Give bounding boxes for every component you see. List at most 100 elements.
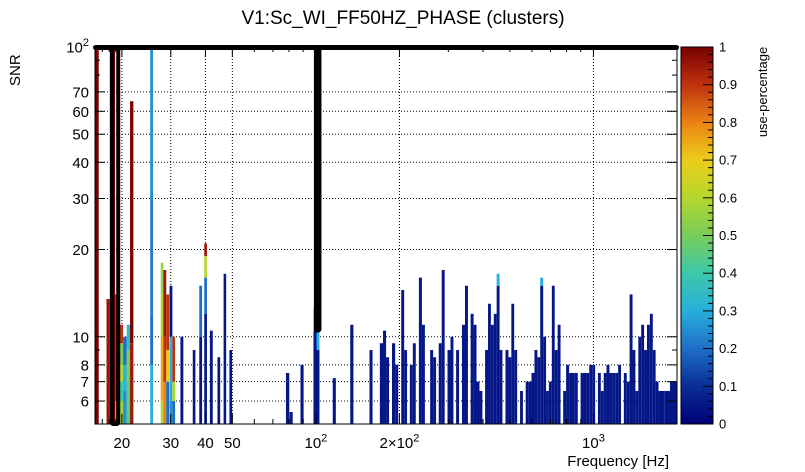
heatmap-cell [421,324,425,424]
heatmap-cell [172,336,176,382]
heatmap-cell [95,47,99,424]
heatmap-cell [391,343,396,424]
colorbar-tick-label: 1 [719,40,726,55]
heatmap-cell [430,350,434,424]
colorbar-tick-label: 0.6 [719,190,737,205]
heatmap-cell [537,357,541,424]
heatmap-cell [646,324,650,424]
heatmap-cell [163,381,167,424]
heatmap-cell [209,330,213,424]
heatmap-cell [404,350,408,424]
colorbar-label: use-percentage [755,47,770,137]
heatmap-cell [438,343,442,424]
heatmap-cell [470,313,474,424]
heatmap-cell [160,262,164,295]
heatmap-cell [119,343,124,365]
heatmap-cell [476,381,480,424]
heatmap-cell [123,336,127,365]
heatmap-cell [150,313,154,365]
heatmap-cell [160,294,164,337]
heatmap-cell [600,390,604,424]
y-tick-label: 7 [81,374,89,391]
heatmap-cell [473,324,477,424]
heatmap-cell [540,277,544,286]
heatmap-cell [418,277,422,424]
heatmap-cell [150,198,154,314]
heatmap-cell [623,372,627,424]
heatmap-cell [163,336,167,382]
heatmap-cell [160,401,164,424]
heatmap-cell [199,285,203,337]
heatmap-cell [119,381,124,402]
heatmap-cell [204,256,207,278]
heatmap-cell [204,313,207,424]
colorbar-tick-label: 0.7 [719,153,737,168]
heatmap-cell [169,401,173,424]
heatmap-cell [119,401,124,424]
heatmap-cell [150,47,154,199]
heatmap-cell [540,285,544,424]
heatmap-cell [204,243,207,256]
heatmap-cell [652,350,656,424]
heatmap-cell [534,350,538,424]
heatmap-cell [485,350,489,424]
heatmap-cell [204,277,207,314]
heatmap-cell [531,372,535,424]
x-tick-label: 2×102 [379,432,419,452]
heatmap-cell [551,285,555,424]
heatmap-cell [180,336,184,424]
heatmap-cell [229,350,233,424]
heatmap-cell [150,364,154,424]
heatmap-cell [465,285,468,424]
heatmap-cell [597,372,601,424]
heatmap-cell [285,372,290,424]
heatmap-cell [580,372,584,424]
heatmap-cell [592,364,596,424]
heatmap-cell [618,364,622,424]
y-tick-label: 6 [81,394,89,411]
heatmap-cell [505,350,509,424]
heatmap-cell [433,357,437,424]
heatmap-cell [488,303,491,424]
heatmap-cell [496,285,500,424]
heatmap-cell [609,372,613,424]
x-tick-label: 30 [162,435,179,452]
heatmap-cell [300,364,304,424]
chart-title: V1:Sc_WI_FF50HZ_PHASE (clusters) [241,8,564,29]
heatmap-cell [589,364,593,424]
heatmap-cell [172,381,176,402]
heatmap-cell [401,290,405,424]
heatmap-cell [289,412,293,424]
heatmap-cell [548,381,552,424]
y-tick-label: 40 [72,155,89,172]
colorbar-axis: 0 0.1 0.2 0.3 0.4 0.5 0.6 0.7 0.8 0.9 1 [703,40,737,432]
heatmap-cell [126,381,131,424]
heatmap-cell [126,324,131,351]
heatmap-cell [606,364,610,424]
heatmap-cell [386,357,390,424]
heatmap-cell [583,372,587,424]
heatmap-cell [130,101,134,344]
heatmap-cell [603,372,607,424]
heatmap-cell [635,390,639,424]
y-tick-label: 60 [72,104,89,121]
heatmap-cell [615,372,619,424]
colorbar-tick-label: 0.9 [719,77,737,92]
heatmap-cell [126,350,131,382]
heatmap-cell [520,390,523,424]
heatmap-cell [479,390,483,424]
x-tick-label: 20 [114,435,131,452]
heatmap-cell [632,350,636,424]
heatmap-cell [629,294,633,424]
colorbar-tick-label: 0.2 [719,341,737,356]
y-tick-label: 20 [72,242,89,259]
heatmap-cell [612,372,616,424]
heatmap-cell [525,381,529,424]
heatmap-cell [119,324,124,344]
colorbar-tick-label: 0.5 [719,228,737,243]
x-axis: 20 30 40 50 102 2×102 103 [101,47,605,452]
heatmap-cell [543,336,547,424]
colorbar-tick-label: 0.4 [719,266,737,281]
heatmap-cell [456,350,460,424]
